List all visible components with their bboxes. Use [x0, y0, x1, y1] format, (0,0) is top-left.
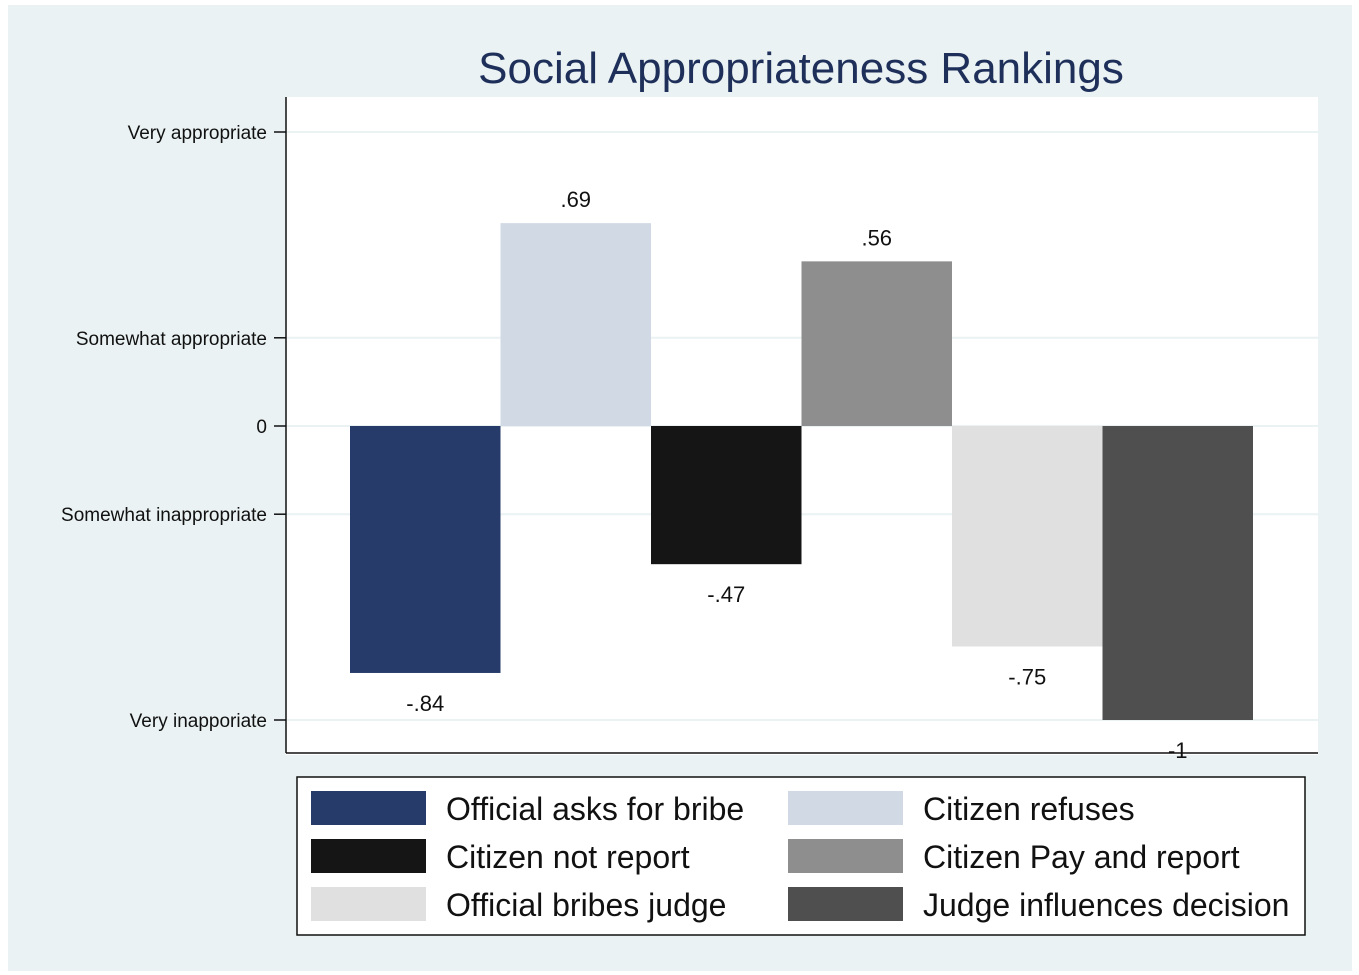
legend-label: Citizen refuses: [923, 791, 1135, 827]
legend-swatch: [788, 839, 903, 873]
legend-swatch: [311, 887, 426, 921]
bar: [952, 426, 1103, 647]
bar: [651, 426, 802, 565]
bar: [1102, 426, 1253, 720]
y-tick-label: Very inapporiate: [130, 711, 267, 732]
bar-value-label: .56: [861, 225, 892, 250]
bar-value-label: .69: [560, 187, 591, 212]
bar-value-label: -.47: [707, 582, 745, 607]
legend-label: Judge influences decision: [923, 887, 1289, 923]
bar-value-label: -1: [1168, 738, 1188, 763]
legend-swatch: [788, 791, 903, 825]
bar: [500, 223, 651, 426]
bar-value-label: -.84: [406, 691, 444, 716]
legend-label: Citizen Pay and report: [923, 839, 1240, 875]
y-tick-label: Very appropriate: [128, 123, 267, 144]
legend-swatch: [311, 791, 426, 825]
legend-swatch: [311, 839, 426, 873]
y-tick-label: 0: [256, 417, 267, 438]
chart-title: Social Appropriateness Rankings: [478, 44, 1124, 93]
legend-label: Official bribes judge: [446, 887, 726, 923]
bar: [350, 426, 501, 673]
bar-value-label: -.75: [1008, 665, 1046, 690]
bar: [801, 261, 952, 426]
chart-svg: Social Appropriateness Rankings -.84.69-…: [61, 44, 1318, 936]
legend: Official asks for bribe Citizen refuses Ci…: [296, 776, 1306, 936]
y-axis: Very appropriate Somewhat appropriate 0 Som…: [61, 97, 1318, 754]
y-tick-label: Somewhat appropriate: [76, 329, 267, 350]
chart-frame: Social Appropriateness Rankings -.84.69-…: [8, 5, 1352, 971]
y-tick-label: Somewhat inappropriate: [61, 505, 267, 526]
legend-swatch: [788, 887, 903, 921]
bars: -.84 .69 -.47 .56 -.75 -1: [350, 187, 1253, 763]
legend-label: Official asks for bribe: [446, 791, 744, 827]
legend-label: Citizen not report: [446, 839, 690, 875]
